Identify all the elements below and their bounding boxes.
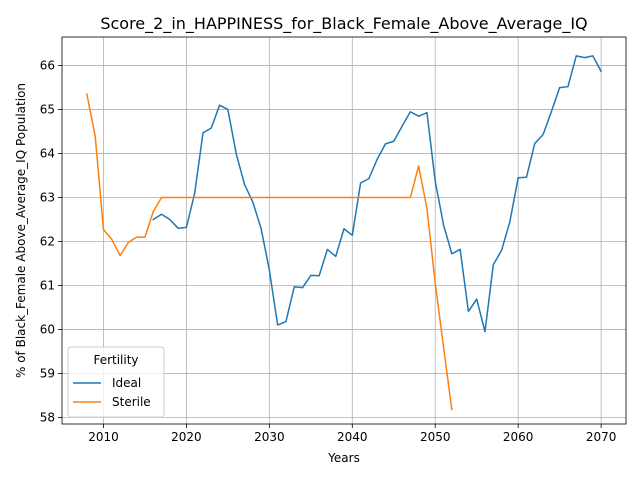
series-line-ideal [152,55,603,333]
x-axis-ticks: 2010 2020 2030 2040 2050 2060 2070 [88,424,616,444]
x-tick-label: 2030 [254,430,285,444]
y-tick-label: 58 [40,410,55,424]
series-line-sterile [85,93,453,411]
legend: Fertility Ideal Sterile [67,346,165,418]
x-tick-label: 2070 [586,430,617,444]
y-tick-label: 61 [40,278,55,292]
y-tick-label: 62 [40,234,55,248]
x-tick-label: 2050 [420,430,451,444]
legend-label-sterile: Sterile [112,395,151,409]
x-tick-label: 2040 [337,430,368,444]
y-axis-ticks: 58 59 60 61 62 63 64 65 66 [40,59,62,424]
y-tick-label: 63 [40,191,55,205]
legend-title: Fertility [93,353,138,367]
chart-title: Score_2_in_HAPPINESS_for_Black_Female_Ab… [100,14,587,34]
legend-box [67,346,165,418]
plot-frame [61,36,627,425]
x-tick-label: 2020 [171,430,202,444]
x-tick-label: 2060 [503,430,534,444]
series-layer [85,55,603,411]
legend-label-ideal: Ideal [112,376,141,390]
x-axis-label: Years [327,451,360,465]
y-axis-label: % of Black_Female Above_Average_IQ Popul… [14,83,28,378]
x-tick-label: 2010 [88,430,119,444]
y-tick-label: 60 [40,322,55,336]
y-tick-label: 65 [40,103,55,117]
y-tick-label: 66 [40,59,55,73]
y-tick-label: 64 [40,147,55,161]
y-tick-label: 59 [40,366,55,380]
